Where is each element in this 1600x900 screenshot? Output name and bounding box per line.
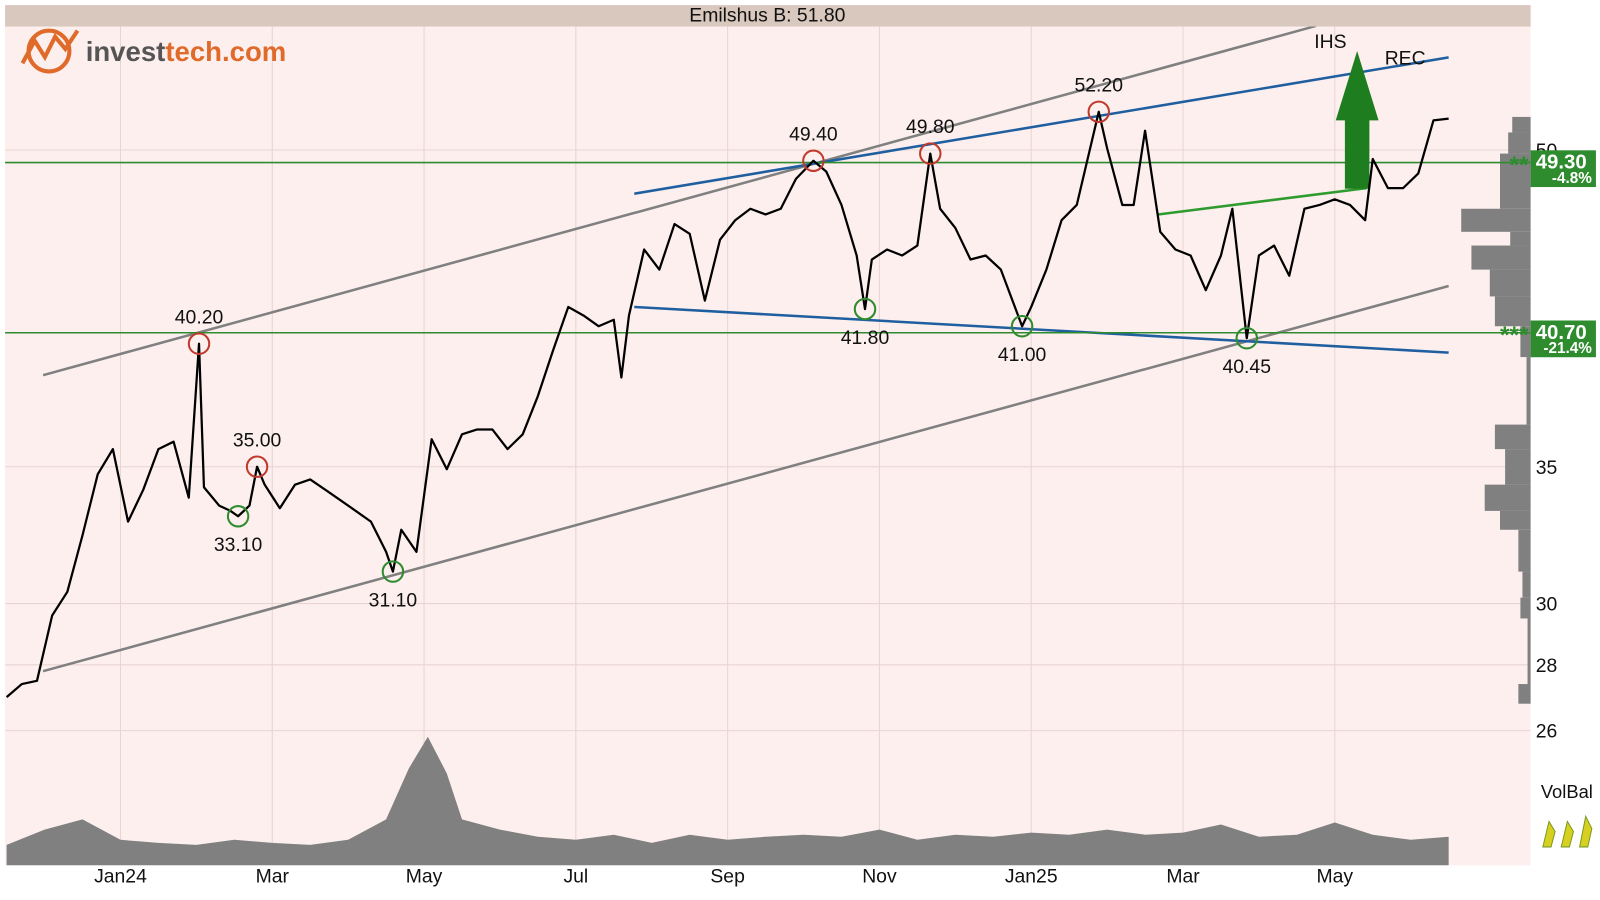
level-label: 49.30 — [1536, 152, 1587, 174]
profile-bar — [1461, 208, 1531, 232]
level-stars: ** — [1510, 152, 1530, 179]
indicator-label: VolBal — [1541, 781, 1593, 802]
pivot-marker — [919, 142, 942, 165]
pivot-marker — [853, 297, 877, 321]
annotation: REC — [1385, 47, 1426, 69]
x-tick-label: May — [406, 866, 443, 888]
logo-text: investtech.com — [86, 36, 287, 67]
profile-bar — [1520, 597, 1531, 619]
level-box — [1530, 150, 1596, 188]
y-tick-label: 26 — [1536, 721, 1558, 743]
profile-bar — [1518, 529, 1531, 572]
x-tick-label: Nov — [862, 866, 897, 888]
pivot-label: 41.80 — [841, 327, 890, 349]
x-tick-label: Jan25 — [1005, 866, 1058, 888]
price-layer: 40.20 35.00 49.40 49.80 52.20 33.10 31.10 41.80… — [5, 74, 1449, 698]
pivot-label: 35.00 — [233, 429, 282, 451]
level-stars: *** — [1500, 322, 1529, 349]
trend-line — [42, 284, 1449, 673]
logo-part: invest — [86, 36, 166, 67]
level-label: 40.70 — [1536, 322, 1587, 344]
pivot-marker — [187, 332, 211, 355]
price-line — [5, 110, 1449, 698]
level-change: -21.4% — [1543, 340, 1592, 357]
chart-title: Emilshus B: 51.80 — [689, 4, 845, 26]
volume-profile — [1461, 116, 1531, 704]
pivot-marker — [226, 505, 250, 528]
trend-line — [634, 305, 1449, 354]
pivot-label: 40.20 — [175, 306, 224, 328]
logo-icon-line — [20, 29, 80, 65]
grid — [5, 26, 1531, 866]
profile-bar — [1471, 245, 1531, 270]
target-arrow — [1335, 51, 1379, 189]
pivot-label: 41.00 — [998, 344, 1047, 366]
profile-bar — [1527, 618, 1531, 685]
indicator-icon — [1542, 820, 1556, 848]
axes: Jan24MarMayJulSepNovJan25MarMay262830355… — [94, 140, 1596, 888]
level-box — [1530, 320, 1596, 358]
indicator-icon — [1560, 820, 1575, 848]
plot-area — [5, 5, 1531, 866]
indicator-icon — [1578, 814, 1593, 848]
x-tick-label: Jan24 — [94, 866, 147, 888]
pivot-label: 31.10 — [369, 589, 418, 611]
logo: investtech.com — [20, 28, 287, 74]
title-bar — [5, 5, 1531, 27]
profile-bar — [1520, 326, 1531, 358]
x-tick-label: May — [1316, 866, 1353, 888]
x-tick-label: Sep — [710, 866, 744, 888]
volume-area — [6, 736, 1449, 866]
trend-line — [42, 24, 1317, 377]
pivot-marker — [802, 149, 825, 172]
profile-bar — [1518, 684, 1531, 704]
x-tick-label: Jul — [563, 866, 588, 888]
profile-bar — [1512, 116, 1531, 133]
profile-bar — [1526, 357, 1531, 425]
pivot-marker — [381, 560, 405, 583]
pivot-label: 49.40 — [789, 123, 838, 145]
pivot-label: 49.80 — [906, 116, 955, 138]
indicator-icons — [1542, 814, 1593, 848]
profile-bar — [1500, 510, 1531, 530]
y-tick-label: 30 — [1536, 594, 1558, 616]
pivot-label: 40.45 — [1223, 356, 1272, 378]
y-tick-label: 35 — [1536, 457, 1558, 479]
x-tick-label: Mar — [256, 866, 290, 888]
profile-bar — [1494, 296, 1531, 327]
pivot-marker — [1087, 100, 1110, 124]
logo-part: tech.com — [165, 36, 286, 67]
pivot-label: 52.20 — [1075, 74, 1124, 96]
annotation: IHS — [1314, 31, 1346, 53]
level-change: -4.8% — [1552, 170, 1592, 187]
pivot-marker — [1235, 326, 1258, 350]
profile-bar — [1508, 132, 1531, 154]
profile-bar — [1510, 231, 1531, 246]
pivot-label: 33.10 — [214, 534, 263, 556]
profile-bar — [1484, 484, 1531, 511]
pivot-marker — [1010, 314, 1034, 338]
volume-layer — [6, 736, 1449, 866]
y-tick-label: 28 — [1536, 655, 1558, 677]
pivot-marker — [245, 455, 269, 478]
profile-bar — [1494, 424, 1531, 450]
x-tick-label: Mar — [1166, 866, 1200, 888]
trend-layer — [5, 24, 1531, 673]
trend-line — [634, 56, 1449, 195]
trend-line — [1157, 186, 1367, 216]
profile-bar — [1505, 449, 1531, 485]
profile-bar — [1489, 269, 1531, 297]
profile-bar — [1522, 571, 1531, 598]
